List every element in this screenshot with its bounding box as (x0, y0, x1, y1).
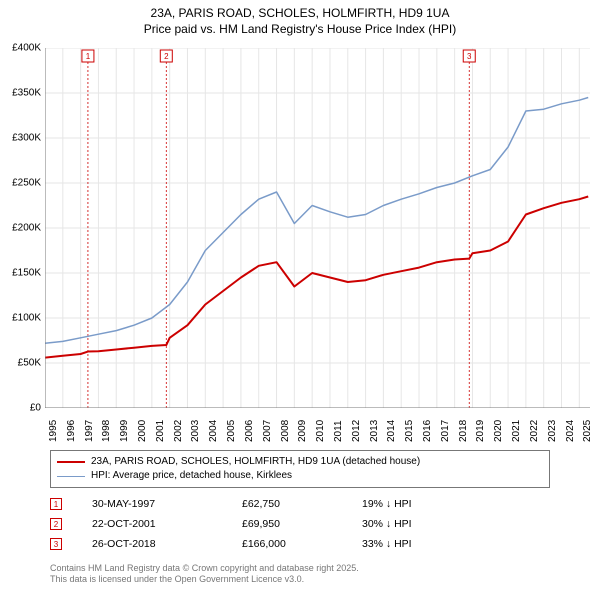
y-axis-labels: £0£50K£100K£150K£200K£250K£300K£350K£400… (0, 48, 45, 408)
svg-text:1: 1 (86, 52, 91, 61)
x-tick-label: 2002 (173, 420, 184, 442)
x-tick-label: 2011 (333, 420, 344, 442)
x-tick-label: 2010 (315, 420, 326, 442)
x-tick-label: 1998 (101, 420, 112, 442)
x-tick-label: 1996 (66, 420, 77, 442)
x-tick-label: 2017 (440, 420, 451, 442)
y-tick-label: £350K (12, 88, 41, 99)
y-tick-label: £300K (12, 133, 41, 144)
sales-table: 1 30-MAY-1997£62,75019% ↓ HPI 2 22-OCT-2001… (50, 494, 482, 554)
sale-price: £69,950 (242, 518, 362, 530)
legend-label: 23A, PARIS ROAD, SCHOLES, HOLMFIRTH, HD9… (91, 455, 420, 469)
legend-swatch (57, 461, 85, 463)
x-tick-label: 1999 (119, 420, 130, 442)
x-tick-label: 2001 (155, 420, 166, 442)
sale-diff: 33% ↓ HPI (362, 538, 482, 550)
x-tick-label: 2009 (297, 420, 308, 442)
sale-row: 1 30-MAY-1997£62,75019% ↓ HPI (50, 494, 482, 514)
y-tick-label: £50K (18, 358, 41, 369)
sale-row: 3 26-OCT-2018£166,00033% ↓ HPI (50, 534, 482, 554)
x-tick-label: 2016 (422, 420, 433, 442)
x-tick-label: 2023 (547, 420, 558, 442)
attribution: Contains HM Land Registry data © Crown c… (50, 563, 359, 586)
x-tick-label: 2024 (565, 420, 576, 442)
x-axis-labels: 1995 1996 1997 1998 1999 2000 2001 2002 2003 2004… (45, 410, 590, 450)
x-tick-label: 2004 (208, 420, 219, 442)
sale-date: 26-OCT-2018 (92, 538, 242, 550)
sale-marker: 3 (50, 538, 62, 550)
attribution-line2: This data is licensed under the Open Gov… (50, 574, 359, 585)
sale-diff: 19% ↓ HPI (362, 498, 482, 510)
svg-text:2: 2 (164, 52, 169, 61)
legend: 23A, PARIS ROAD, SCHOLES, HOLMFIRTH, HD9… (50, 450, 550, 488)
y-tick-label: £200K (12, 223, 41, 234)
x-tick-label: 2015 (404, 420, 415, 442)
sale-row: 2 22-OCT-2001£69,95030% ↓ HPI (50, 514, 482, 534)
legend-row: HPI: Average price, detached house, Kirk… (57, 469, 543, 483)
y-tick-label: £400K (12, 43, 41, 54)
sale-price: £62,750 (242, 498, 362, 510)
sale-diff: 30% ↓ HPI (362, 518, 482, 530)
y-tick-label: £150K (12, 268, 41, 279)
x-tick-label: 2018 (458, 420, 469, 442)
x-tick-label: 2005 (226, 420, 237, 442)
x-tick-label: 1995 (48, 420, 59, 442)
x-tick-label: 2021 (511, 420, 522, 442)
sale-date: 22-OCT-2001 (92, 518, 242, 530)
title-line2: Price paid vs. HM Land Registry's House … (0, 22, 600, 38)
x-tick-label: 2008 (280, 420, 291, 442)
x-tick-label: 2003 (190, 420, 201, 442)
y-tick-label: £250K (12, 178, 41, 189)
x-tick-label: 2020 (493, 420, 504, 442)
x-tick-label: 1997 (84, 420, 95, 442)
legend-row: 23A, PARIS ROAD, SCHOLES, HOLMFIRTH, HD9… (57, 455, 543, 469)
chart-area: 1 2 3 (45, 48, 590, 408)
attribution-line1: Contains HM Land Registry data © Crown c… (50, 563, 359, 574)
x-tick-label: 2012 (351, 420, 362, 442)
sale-date: 30-MAY-1997 (92, 498, 242, 510)
x-tick-label: 2019 (475, 420, 486, 442)
x-tick-label: 2022 (529, 420, 540, 442)
x-tick-label: 2013 (369, 420, 380, 442)
title-block: 23A, PARIS ROAD, SCHOLES, HOLMFIRTH, HD9… (0, 0, 600, 37)
chart-svg: 1 2 3 (45, 48, 590, 408)
x-tick-label: 2007 (262, 420, 273, 442)
chart-container: 23A, PARIS ROAD, SCHOLES, HOLMFIRTH, HD9… (0, 0, 600, 590)
x-tick-label: 2025 (582, 420, 593, 442)
legend-label: HPI: Average price, detached house, Kirk… (91, 469, 292, 483)
y-tick-label: £100K (12, 313, 41, 324)
sale-price: £166,000 (242, 538, 362, 550)
y-tick-label: £0 (30, 403, 41, 414)
x-tick-label: 2006 (244, 420, 255, 442)
sale-marker: 2 (50, 518, 62, 530)
x-tick-label: 2000 (137, 420, 148, 442)
svg-text:3: 3 (467, 52, 472, 61)
legend-swatch (57, 476, 85, 477)
sale-marker: 1 (50, 498, 62, 510)
title-line1: 23A, PARIS ROAD, SCHOLES, HOLMFIRTH, HD9… (0, 6, 600, 22)
x-tick-label: 2014 (386, 420, 397, 442)
